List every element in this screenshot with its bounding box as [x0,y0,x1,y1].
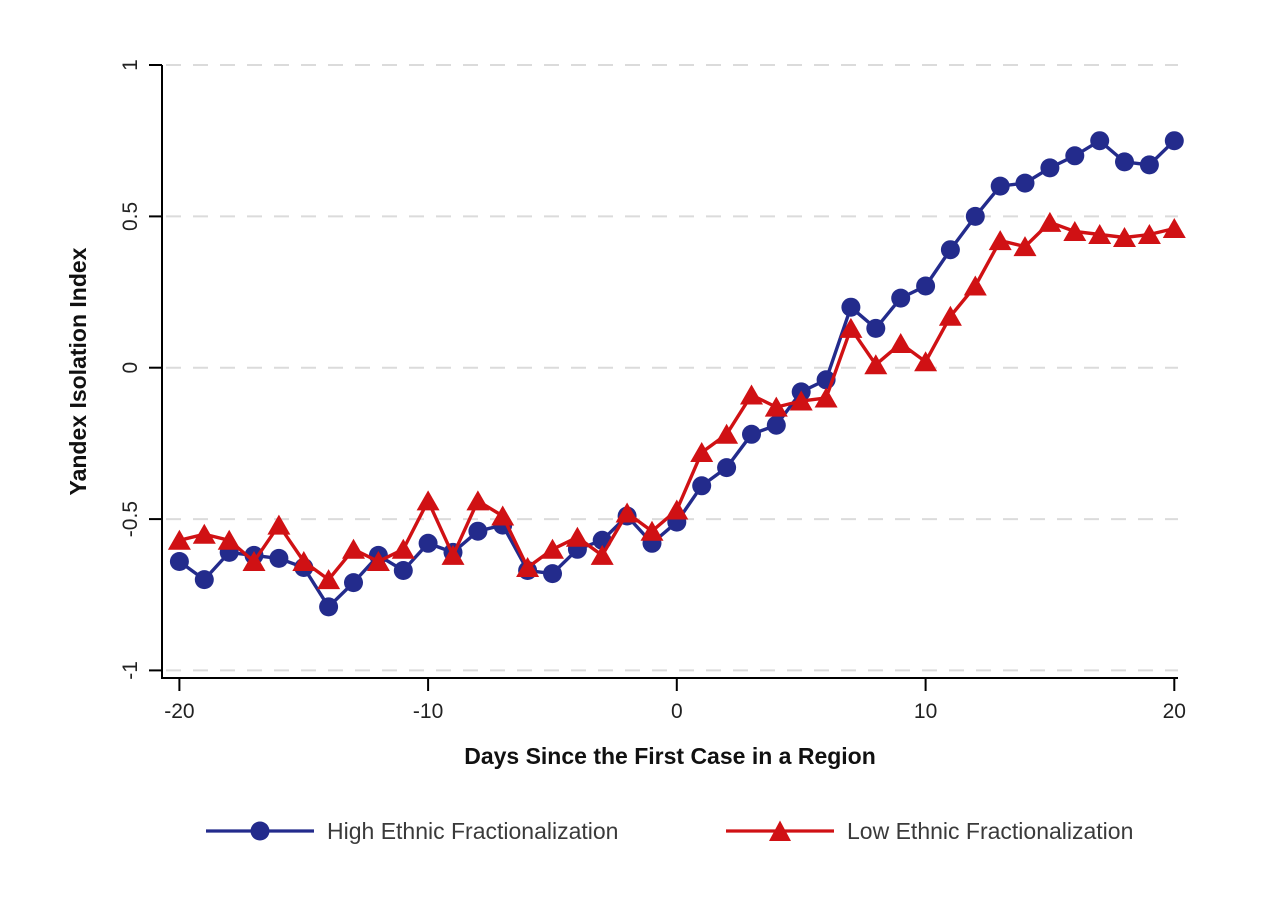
data-point-triangle-low [665,499,689,520]
legend-item-low: Low Ethnic Fractionalization [725,811,1133,851]
data-point-triangle-low [1137,224,1161,244]
legend-marker-circle-icon [206,821,314,841]
data-point-circle-high [468,521,488,541]
chart-canvas: 1 0.5 0 -0.5 -1 -20 -10 0 10 20 Yandex Isolation I… [65,59,1186,769]
data-point-triangle-low [764,396,788,417]
data-point-circle-high [742,424,761,444]
data-point-triangle-low [789,390,813,411]
data-point-circle-high [269,548,289,568]
x-tick-label: 0 [671,700,683,723]
data-point-triangle-low [839,317,863,338]
chart-legend: High Ethnic Fractionalization Low Ethnic… [0,811,1278,851]
data-point-circle-high [194,570,214,590]
data-point-circle-high [692,476,712,496]
x-tick-label: -20 [164,700,194,723]
data-point-triangle-low [342,538,365,559]
data-point-circle-high [319,597,339,617]
y-tick-label: -1 [119,661,142,680]
data-point-triangle-low [740,384,763,405]
data-point-circle-high [169,552,189,571]
y-axis-title: Yandex Isolation Index [65,247,91,495]
legend-circle-high [250,821,270,841]
data-point-triangle-low [317,569,341,590]
data-point-triangle-low [1063,221,1087,241]
legend-label-low: Low Ethnic Fractionalization [847,817,1134,844]
y-tick-label: 0.5 [119,202,142,231]
data-point-triangle-low [690,442,714,462]
data-point-triangle-low [416,490,440,511]
data-point-triangle-low [590,544,614,565]
data-point-triangle-low [914,351,938,372]
data-point-circle-high [1139,155,1159,175]
y-tick-label: 1 [119,59,142,71]
data-point-triangle-low [391,538,415,559]
data-point-triangle-low [1013,236,1037,257]
data-point-circle-high [766,415,786,435]
data-point-triangle-low [491,505,515,526]
data-point-triangle-low [889,333,913,353]
data-point-triangle-low [366,551,390,571]
data-point-triangle-low [1088,224,1112,244]
data-point-circle-high [940,240,960,260]
data-point-circle-high [344,573,363,593]
data-point-circle-high [916,276,936,296]
data-point-circle-high [393,561,413,580]
y-tick-label: 0 [119,362,142,374]
data-point-triangle-low [1113,227,1136,247]
data-point-circle-high [418,533,438,553]
data-point-circle-high [841,297,861,317]
data-point-triangle-low [516,557,540,577]
data-point-circle-high [866,318,886,338]
data-point-triangle-low [192,523,216,544]
x-tick-label: 20 [1163,700,1186,723]
data-point-circle-high [1090,131,1110,151]
series-line-high [178,138,1176,610]
data-point-triangle-low [292,551,316,571]
data-point-triangle-low [615,502,639,523]
legend-item-high: High Ethnic Fractionalization [205,811,618,851]
data-point-triangle-low [217,529,241,550]
data-point-triangle-low [242,551,266,571]
data-point-triangle-low [715,423,739,444]
legend-label-high: High Ethnic Fractionalization [327,817,619,844]
data-point-circle-high [1115,152,1134,172]
data-point-triangle-low [167,529,191,550]
data-point-triangle-low [640,520,664,541]
data-point-triangle-low [267,514,291,535]
data-point-circle-high [1040,158,1060,178]
x-tick-label: 10 [914,700,937,723]
data-point-triangle-low [466,490,490,511]
data-point-triangle-low [814,387,838,408]
data-point-triangle-low [441,544,465,565]
data-point-triangle-low [565,526,589,547]
data-point-triangle-low [1162,218,1186,238]
x-tick-label: -10 [413,700,443,723]
data-point-circle-high [1164,131,1184,151]
data-point-triangle-low [1038,211,1062,232]
data-point-triangle-low [541,538,564,559]
x-axis-title: Days Since the First Case in a Region [464,743,876,769]
data-point-triangle-low [864,354,888,375]
data-point-circle-high [965,206,985,226]
data-point-triangle-low [963,275,987,296]
legend-triangle-low [769,820,791,841]
data-point-circle-high [1065,146,1085,166]
data-point-circle-high [990,176,1010,196]
data-point-triangle-low [938,305,962,326]
data-point-circle-high [543,564,562,584]
data-point-circle-high [891,288,911,308]
data-point-circle-high [1015,173,1035,193]
y-tick-label: -0.5 [119,501,142,537]
data-point-triangle-low [988,230,1012,251]
data-point-circle-high [717,458,737,478]
legend-marker-triangle-icon [726,820,834,841]
